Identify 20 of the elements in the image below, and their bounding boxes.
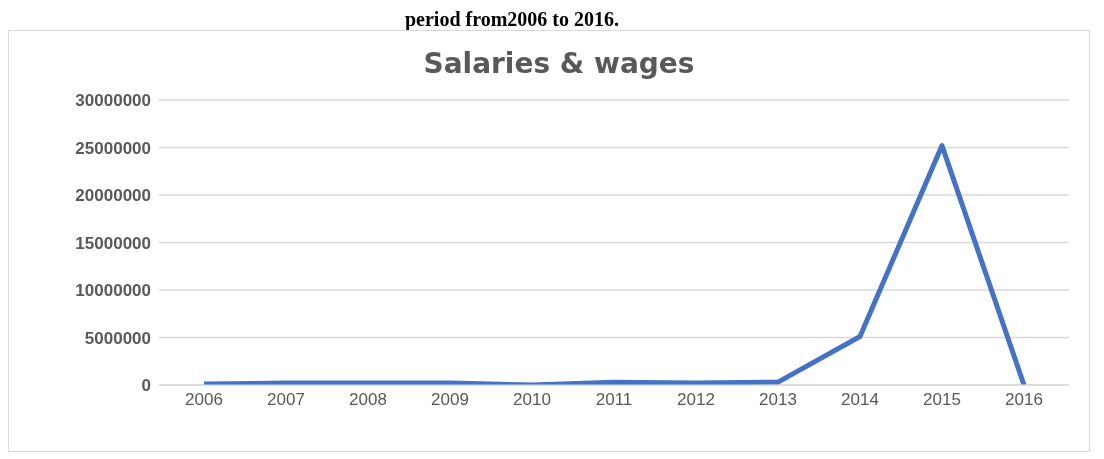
x-tick-label: 2015 (923, 390, 961, 410)
x-tick-label: 2012 (677, 390, 715, 410)
y-tick-label: 5000000 (84, 328, 151, 348)
y-tick-label: 10000000 (75, 281, 151, 301)
y-tick-label: 15000000 (75, 233, 151, 253)
x-tick-label: 2010 (513, 390, 551, 410)
x-tick-label: 2009 (431, 390, 469, 410)
x-tick-label: 2011 (595, 390, 633, 410)
x-tick-label: 2016 (1005, 390, 1043, 410)
y-tick-label: 20000000 (75, 186, 151, 206)
chart-title: Salaries & wages (422, 47, 696, 80)
x-tick-label: 2006 (185, 390, 223, 410)
x-tick-label: 2007 (267, 390, 305, 410)
y-tick-label: 25000000 (75, 138, 151, 158)
y-tick-label: 30000000 (75, 91, 151, 111)
text: period from2006 to 2016. (403, 8, 621, 30)
x-tick-label: 2014 (841, 390, 879, 410)
x-tick-label: 2008 (349, 390, 387, 410)
x-tick-label: 2013 (759, 390, 797, 410)
y-tick-label: 0 (141, 376, 151, 396)
